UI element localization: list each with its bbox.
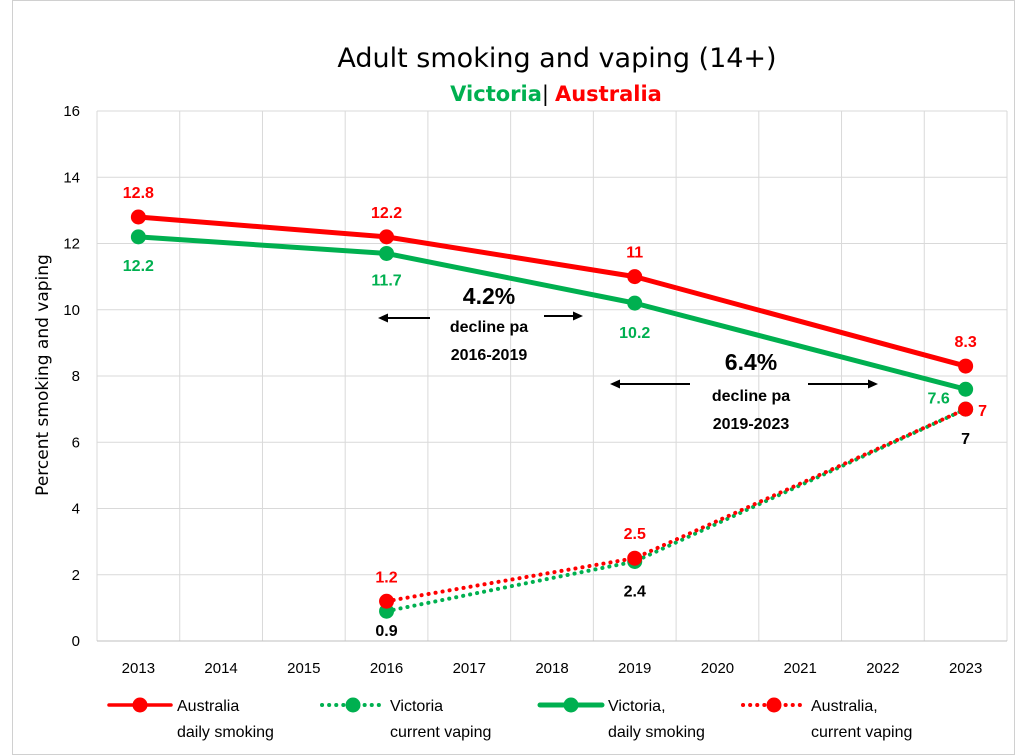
- annotation-2016-2019: 4.2% decline pa 2016-2019: [378, 283, 583, 364]
- legend-label: daily smoking: [608, 724, 705, 741]
- y-tick-label: 0: [72, 633, 80, 650]
- legend-item-0: Australia daily smoking: [107, 697, 274, 741]
- legend-label: current vaping: [390, 724, 491, 741]
- series-line: [135, 214, 969, 369]
- legend-marker: [345, 697, 361, 713]
- legend-label: Victoria: [390, 698, 443, 715]
- annotation-arrowhead-right: [868, 379, 878, 389]
- annotations: 4.2% decline pa 2016-2019 6.4% decline p…: [378, 283, 878, 433]
- y-tick-label: 8: [72, 368, 80, 385]
- legend-item-2: Victoria, daily smoking: [537, 697, 705, 741]
- x-tick-label: 2021: [783, 660, 816, 677]
- subtitle-victoria: Victoria: [450, 82, 542, 106]
- data-label: 0.9: [375, 623, 397, 640]
- chart-title: Adult smoking and vaping (14+): [337, 43, 776, 74]
- annotation-arrowhead-left: [378, 313, 388, 323]
- series-line: [135, 234, 969, 392]
- annotation-2019-2023: 6.4% decline pa 2019-2023: [610, 349, 878, 433]
- data-point: [130, 209, 146, 225]
- subtitle-separator: |: [542, 82, 549, 107]
- legend-item-1: Victoria current vaping: [320, 697, 491, 741]
- annotation-text: decline pa: [450, 319, 528, 336]
- series-line: [384, 407, 968, 614]
- data-point: [379, 245, 395, 261]
- data-label: 7: [978, 403, 987, 420]
- data-point: [627, 295, 643, 311]
- series-3: [379, 401, 974, 609]
- annotation-arrowhead-left: [610, 379, 620, 389]
- data-point: [958, 401, 974, 417]
- annotation-rate: 4.2%: [463, 283, 515, 309]
- annotation-period: 2019-2023: [713, 416, 790, 433]
- annotation-rate: 6.4%: [725, 349, 777, 375]
- legend-marker: [132, 697, 148, 713]
- legend-marker: [563, 697, 579, 713]
- series-0: [130, 209, 974, 374]
- y-tick-labels: 0 2 4 6 8 10 12 14 16: [63, 103, 80, 650]
- x-tick-label: 2017: [453, 660, 486, 677]
- data-label: 8.3: [955, 334, 977, 351]
- x-tick-label: 2018: [535, 660, 568, 677]
- legend-label: Victoria,: [608, 698, 666, 715]
- x-tick-label: 2023: [949, 660, 982, 677]
- data-labels: 12.8 12.2 11 8.3 0.9 2.4 7 12.2 11.7 10.2 7.6 1.2 2.…: [123, 185, 987, 640]
- x-tick-label: 2020: [701, 660, 734, 677]
- annotation-text: decline pa: [712, 388, 790, 405]
- legend-item-3: Australia, current vaping: [741, 697, 912, 741]
- data-label: 10.2: [619, 325, 650, 342]
- x-tick-label: 2022: [866, 660, 899, 677]
- legend-label: Australia,: [811, 698, 878, 715]
- y-tick-label: 12: [63, 236, 80, 253]
- legend-label: current vaping: [811, 724, 912, 741]
- data-point: [379, 593, 395, 609]
- data-label: 2.4: [624, 584, 646, 601]
- series-layer: [130, 209, 974, 619]
- y-tick-label: 6: [72, 434, 80, 451]
- data-point: [958, 381, 974, 397]
- annotation-period: 2016-2019: [451, 347, 528, 364]
- data-point: [627, 269, 643, 285]
- data-label: 1.2: [375, 569, 397, 586]
- y-tick-label: 10: [63, 302, 80, 319]
- chart-subtitle: Victoria| Australia: [450, 82, 662, 107]
- x-tick-label: 2016: [370, 660, 403, 677]
- grid-lines: [96, 110, 1008, 642]
- y-tick-label: 14: [63, 169, 80, 186]
- series-2: [130, 229, 974, 397]
- data-point: [130, 229, 146, 245]
- x-tick-label: 2019: [618, 660, 651, 677]
- legend-label: daily smoking: [177, 724, 274, 741]
- data-point: [379, 229, 395, 245]
- y-tick-label: 16: [63, 103, 80, 120]
- subtitle-australia: Australia: [555, 82, 662, 106]
- series-line: [384, 407, 968, 604]
- data-point: [627, 550, 643, 566]
- y-axis-label: Percent smoking and vaping: [33, 254, 53, 496]
- data-label: 2.5: [624, 526, 646, 543]
- legend-marker: [766, 697, 782, 713]
- x-tick-label: 2013: [122, 660, 155, 677]
- legend: Australia daily smoking Victoria current va…: [107, 697, 912, 741]
- data-label: 11.7: [371, 272, 401, 289]
- data-label: 7.6: [928, 390, 950, 407]
- data-label: 12.8: [123, 185, 154, 202]
- data-label: 12.2: [123, 258, 154, 275]
- legend-label: Australia: [177, 698, 239, 715]
- data-point: [958, 358, 974, 374]
- x-tick-label: 2015: [287, 660, 320, 677]
- data-label: 7: [961, 431, 970, 448]
- y-tick-label: 2: [72, 567, 80, 584]
- data-label: 11: [626, 245, 643, 262]
- x-tick-labels: 2013 2014 2015 2016 2017 2018 2019 2020 2021 2022…: [122, 660, 983, 677]
- data-label: 12.2: [371, 205, 402, 222]
- x-tick-label: 2014: [204, 660, 237, 677]
- y-tick-label: 4: [72, 501, 80, 518]
- annotation-arrowhead-right: [573, 311, 583, 321]
